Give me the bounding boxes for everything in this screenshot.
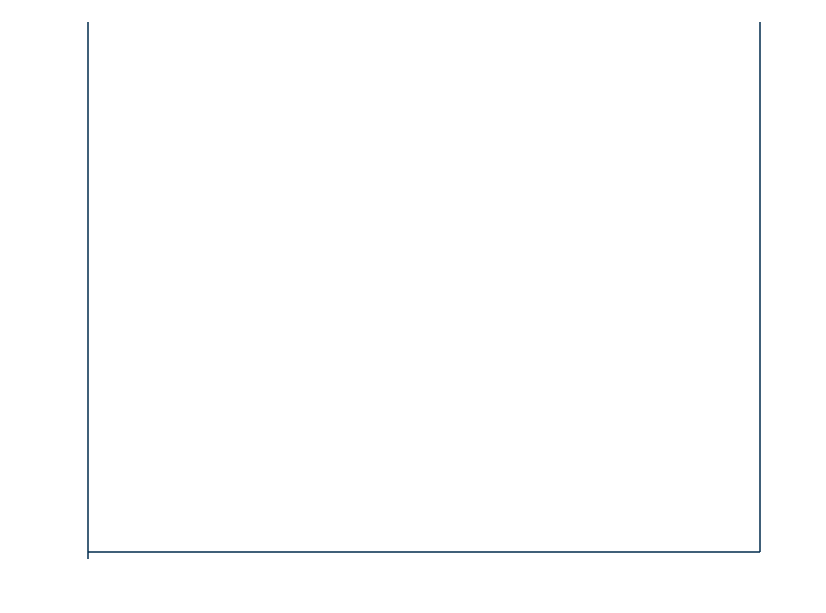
voltage-efficiency-chart (0, 0, 826, 613)
